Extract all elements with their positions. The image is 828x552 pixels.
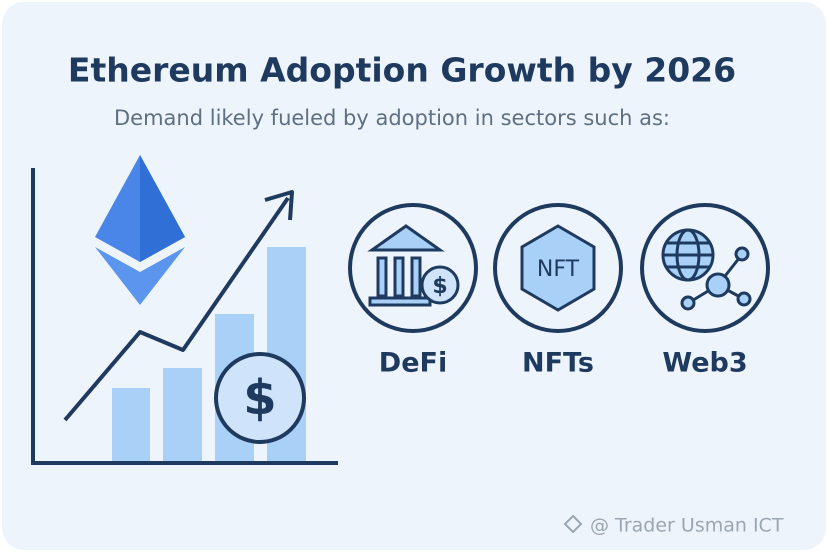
column: [393, 256, 405, 298]
bank-base: [368, 296, 432, 307]
nft-icon: NFT: [493, 203, 623, 333]
arrow-head: [264, 190, 294, 221]
bank-roof: [367, 224, 445, 252]
node: [705, 272, 731, 298]
subtitle: Demand likely fueled by adoption in sect…: [114, 106, 670, 130]
bar: [163, 368, 202, 463]
column: [410, 256, 422, 298]
watermark-logo: [563, 514, 583, 534]
eth-top-shade: [140, 155, 185, 262]
sector-label: NFTs: [522, 348, 594, 379]
coin: [420, 265, 460, 305]
bar: [112, 388, 150, 463]
title: Ethereum Adoption Growth by 2026: [68, 51, 736, 90]
eth-bottom: [95, 247, 185, 305]
defi-icon: $: [348, 203, 478, 333]
axes: [31, 168, 338, 465]
nft-badge: NFT: [537, 257, 580, 282]
hexagon: [520, 224, 596, 312]
sector-label: DeFi: [379, 348, 447, 379]
watermark-text: @ Trader Usman ICT: [590, 515, 784, 537]
node: [680, 295, 696, 311]
dollar-sign: $: [243, 370, 276, 426]
dollar-coin: [214, 352, 306, 444]
coin-sign: $: [432, 274, 447, 299]
sector-label: Web3: [662, 348, 747, 379]
growth-graphic: $: [31, 155, 338, 465]
watermark: @ Trader Usman ICT: [563, 514, 784, 537]
web3-icon: [640, 203, 770, 333]
node: [736, 291, 752, 307]
column: [376, 256, 388, 298]
trend-arrow: [63, 196, 290, 422]
node: [734, 246, 750, 262]
